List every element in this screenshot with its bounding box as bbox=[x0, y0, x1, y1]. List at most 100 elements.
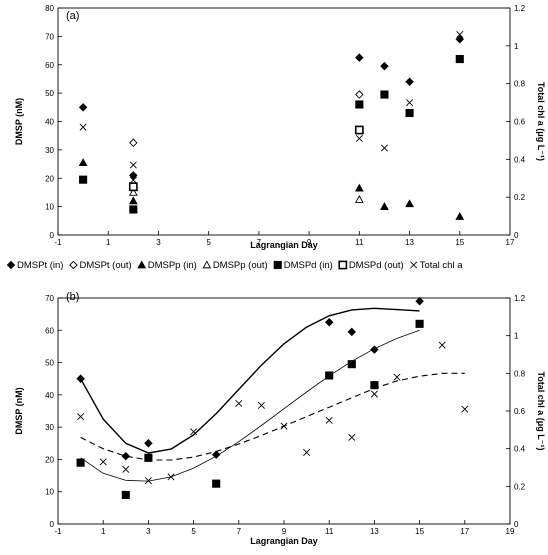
panel-b-x-tick-label: 13 bbox=[370, 527, 379, 536]
panel-b-x-tick-label: 3 bbox=[146, 527, 151, 536]
panel-b-y-axis-title: DMSP (nM) bbox=[14, 387, 24, 434]
panel-a-point-total-chl-a bbox=[129, 161, 137, 169]
panel-b-fit-line-solid-thick bbox=[79, 307, 420, 454]
panel-b-point-dmspt-in bbox=[76, 374, 85, 383]
panel-a-point-dmspd-out bbox=[128, 182, 138, 192]
panel-a-y-tick-label: 10 bbox=[45, 203, 54, 212]
panel-a-y-tick-label: 0 bbox=[50, 231, 55, 240]
panel-a-point-dmspd-in bbox=[405, 108, 414, 118]
panel-b-label: (b) bbox=[66, 291, 79, 303]
panel-a-point-dmspt-in bbox=[405, 77, 414, 87]
panel-b-point-total-chl-a bbox=[235, 399, 243, 407]
panel-b-point-dmspd-in bbox=[121, 490, 130, 499]
panel-a-point-total-chl-a bbox=[355, 135, 363, 143]
panel-b-y-tick-label: 50 bbox=[45, 359, 54, 368]
panel-a-point-dmspp-in bbox=[354, 183, 364, 192]
panel-b-y-tick-label: 40 bbox=[45, 391, 54, 400]
panel-b-y-tick-label: 70 bbox=[45, 294, 54, 303]
panel-b-y2-tick-label: 0 bbox=[514, 520, 519, 529]
legend-marker-dmspd-in bbox=[273, 260, 282, 270]
panel-a-x-tick-label: 7 bbox=[257, 238, 262, 247]
panel-a-point-dmspt-out bbox=[355, 90, 364, 99]
panel-a-point-dmspd-in bbox=[79, 175, 88, 184]
panel-a-x-tick-label: 5 bbox=[206, 238, 211, 247]
legend-marker-dmspt-out bbox=[69, 260, 78, 270]
panel-b-point-total-chl-a bbox=[303, 448, 311, 456]
panel-b-y2-tick-label: 0.2 bbox=[514, 482, 526, 491]
panel-b-x-tick-label: 1 bbox=[101, 527, 106, 536]
panel-a-frame bbox=[57, 7, 511, 236]
panel-a-y-tick-label: 30 bbox=[45, 146, 54, 155]
panel-b-x-tick-label: -1 bbox=[54, 527, 62, 536]
panel-a-point-dmspd-in bbox=[455, 55, 464, 64]
panel-b-point-dmspd-in bbox=[325, 371, 334, 380]
panel-b-point-dmspd-in bbox=[76, 458, 85, 467]
panel-a-point-dmspt-in bbox=[78, 103, 88, 112]
panel-b-point-dmspt-in bbox=[121, 451, 131, 461]
panel-a-y-tick-label: 50 bbox=[45, 89, 54, 98]
legend-marker-dmspd-out bbox=[338, 260, 348, 270]
panel-b-point-dmspt-in bbox=[211, 450, 221, 459]
panel-b-x-tick-label: 5 bbox=[191, 527, 196, 536]
panel-a-point-dmspt-in bbox=[355, 53, 364, 62]
panel-b-point-dmspt-in bbox=[324, 317, 334, 327]
panel-a-y2-tick-label: 0.4 bbox=[514, 155, 526, 164]
panel-a-y-axis-title: DMSP (nM) bbox=[14, 98, 24, 145]
panel-a-x-tick-label: 13 bbox=[405, 238, 414, 247]
panel-b-point-total-chl-a bbox=[257, 401, 265, 409]
panel-b-point-total-chl-a bbox=[77, 413, 85, 421]
panel-a-y-tick-label: 40 bbox=[45, 118, 54, 127]
panel-a-point-dmspp-in bbox=[455, 212, 465, 220]
panel-a-y2-tick-label: 0 bbox=[514, 231, 519, 240]
legend-label-dmspt-in: DMSPt (in) bbox=[17, 260, 63, 271]
panel-b-x-tick-label: 19 bbox=[506, 527, 515, 536]
panel-a-point-dmspp-in bbox=[380, 202, 389, 210]
legend-label-dmspt-out: DMSPt (out) bbox=[79, 260, 131, 271]
panel-b-point-total-chl-a bbox=[370, 390, 378, 398]
panel-a-point-dmspd-in bbox=[355, 100, 364, 109]
panel-a-y2-tick-label: 0.8 bbox=[514, 80, 526, 89]
panel-b-x-tick-label: 7 bbox=[237, 527, 242, 536]
legend-label-dmspd-in: DMSPd (in) bbox=[284, 260, 333, 271]
panel-a-x-axis-title: Lagrangian Day bbox=[250, 240, 318, 250]
panel-a-point-total-chl-a bbox=[129, 176, 137, 184]
panel-b-y-tick-label: 60 bbox=[45, 326, 54, 335]
panel-a-point-dmspt-in bbox=[129, 171, 138, 180]
panel-a-point-dmspt-in bbox=[380, 61, 389, 71]
legend-label-dmspp-in: DMSPp (in) bbox=[148, 260, 197, 271]
legend-label-total-chl-a: Total chl a bbox=[420, 260, 463, 271]
panel-a-point-dmspd-in bbox=[380, 90, 389, 99]
panel-b-point-dmspt-in bbox=[144, 439, 153, 448]
panel-b-y2-tick-label: 1 bbox=[514, 332, 519, 341]
panel-b-point-total-chl-a bbox=[461, 405, 469, 413]
panel-b-x-tick-label: 9 bbox=[282, 527, 287, 536]
panel-b-y-tick-label: 20 bbox=[45, 455, 54, 464]
panel-b-fit-line-solid-thin bbox=[80, 329, 420, 482]
panel-a-y-tick-label: 60 bbox=[45, 61, 54, 70]
panel-b-point-total-chl-a bbox=[438, 341, 446, 349]
legend-marker-total-chl-a bbox=[410, 261, 418, 269]
panel-a-y2-tick-label: 1 bbox=[514, 42, 519, 51]
panel-b-point-total-chl-a bbox=[393, 373, 401, 381]
panel-a-y-tick-label: 20 bbox=[45, 174, 54, 183]
panel-a-point-dmspp-in bbox=[405, 199, 414, 208]
panel-a-x-tick-label: 9 bbox=[307, 238, 312, 247]
panel-a-point-dmspd-in bbox=[129, 205, 138, 214]
panel-a-x-tick-label: 1 bbox=[106, 238, 111, 247]
panel-a-y2-tick-label: 0.2 bbox=[514, 193, 526, 202]
panel-a-x-tick-label: 3 bbox=[156, 238, 161, 247]
panel-b-point-dmspt-in bbox=[347, 327, 357, 337]
panel-b-x-axis-title: Lagrangian Day bbox=[250, 536, 318, 546]
panel-b-point-total-chl-a bbox=[122, 465, 130, 473]
panel-b-point-dmspt-in bbox=[415, 296, 424, 306]
panel-a-point-dmspt-out bbox=[129, 138, 138, 148]
legend-label-dmspp-out: DMSPp (out) bbox=[213, 260, 268, 271]
panel-a-point-dmspp-in bbox=[128, 196, 138, 205]
panel-b-point-total-chl-a bbox=[99, 458, 107, 466]
panel-a-x-tick-label: 15 bbox=[455, 238, 464, 247]
panel-a-point-dmspd-out bbox=[354, 125, 364, 135]
panel-b-point-dmspd-in bbox=[370, 381, 379, 390]
panel-a-y-tick-label: 70 bbox=[45, 32, 54, 41]
